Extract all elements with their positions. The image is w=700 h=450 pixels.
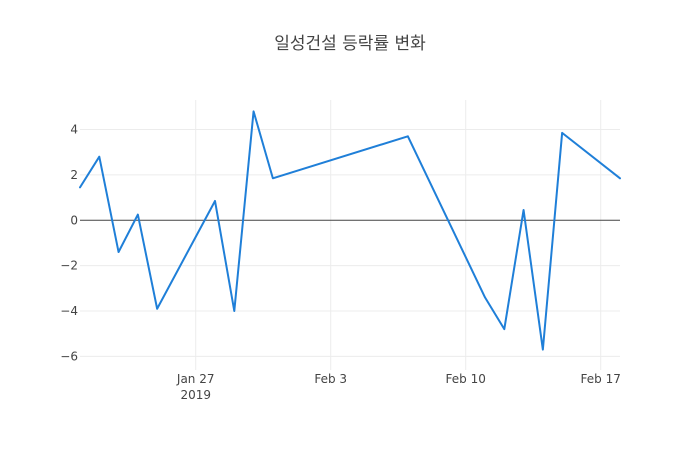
y-tick-label: −4 xyxy=(60,304,78,318)
y-tick-label: 4 xyxy=(70,122,78,136)
x-tick-label: Feb 17 xyxy=(581,372,621,386)
y-tick-label: 0 xyxy=(70,213,78,227)
grid xyxy=(80,100,620,370)
x-tick-label: Feb 10 xyxy=(446,372,486,386)
chart-title: 일성건설 등락률 변화 xyxy=(274,34,426,54)
x-tick-label: Jan 27 xyxy=(176,372,215,386)
x-tick-year-label: 2019 xyxy=(180,388,211,402)
y-tick-label: −6 xyxy=(60,349,78,363)
series-line xyxy=(79,110,621,351)
axes: Jan 27 2019 Feb 3 Feb 10 Feb 17 −6 −4 −2 0 2 4 xyxy=(60,122,621,402)
y-tick-label: 2 xyxy=(70,168,78,182)
series-layer xyxy=(79,110,621,351)
x-tick-label: Feb 3 xyxy=(314,372,347,386)
y-tick-label: −2 xyxy=(60,259,78,273)
